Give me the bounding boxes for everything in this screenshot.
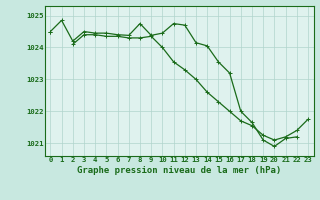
X-axis label: Graphe pression niveau de la mer (hPa): Graphe pression niveau de la mer (hPa) bbox=[77, 166, 281, 175]
